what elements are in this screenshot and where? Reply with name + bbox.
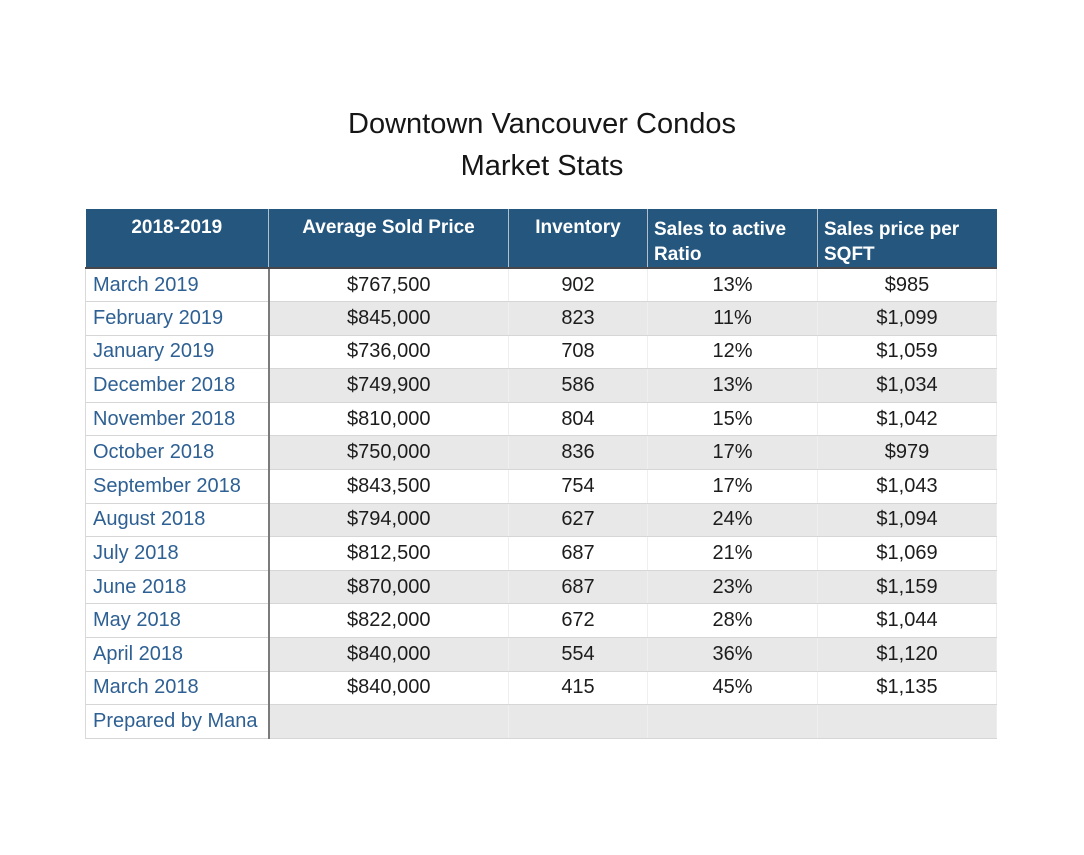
column-header-period: 2018-2019 [85,209,269,269]
prepared-by-cell: Prepared by Mana [85,704,270,739]
period-cell: June 2018 [85,570,270,605]
value-cell: 11% [647,301,818,336]
value-cell: 28% [647,603,818,639]
table-row: May 2018 $822,000 672 28% $1,044 [85,603,997,639]
value-cell: $810,000 [268,402,509,437]
table-row: August 2018 $794,000 627 24% $1,094 [85,503,997,538]
value-cell: 836 [508,435,648,471]
value-cell: $1,099 [817,301,997,336]
value-cell: $767,500 [268,268,509,303]
value-cell: 687 [508,570,648,605]
value-cell: $749,900 [268,368,509,403]
value-cell: $870,000 [268,570,509,605]
value-cell: 23% [647,570,818,605]
value-cell: $822,000 [268,603,509,639]
value-cell: 708 [508,335,648,370]
period-cell: January 2019 [85,335,270,370]
value-cell: $1,044 [817,603,997,639]
table-row: June 2018 $870,000 687 23% $1,159 [85,570,997,605]
table-row: November 2018 $810,000 804 15% $1,042 [85,402,997,437]
value-cell: $750,000 [268,435,509,471]
value-cell: $1,069 [817,536,997,571]
value-cell: $1,135 [817,671,997,706]
value-cell: 45% [647,671,818,706]
value-cell: 36% [647,637,818,672]
value-cell: 754 [508,469,648,504]
period-cell: November 2018 [85,402,270,437]
table-row: July 2018 $812,500 687 21% $1,069 [85,536,997,571]
table-row: February 2019 $845,000 823 11% $1,099 [85,301,997,336]
value-cell: $1,042 [817,402,997,437]
value-cell: $979 [817,435,997,471]
value-cell: 804 [508,402,648,437]
market-stats-table: 2018-2019 Average Sold Price Inventory S… [85,209,997,739]
value-cell: 24% [647,503,818,538]
table-row: January 2019 $736,000 708 12% $1,059 [85,335,997,370]
value-cell: 586 [508,368,648,403]
value-cell: $1,043 [817,469,997,504]
column-header-avg-sold-price: Average Sold Price [268,209,509,269]
value-cell: 21% [647,536,818,571]
period-cell: May 2018 [85,603,270,639]
period-cell: March 2018 [85,671,270,706]
value-cell: $736,000 [268,335,509,370]
value-cell: 17% [647,435,818,471]
value-cell: $1,159 [817,570,997,605]
value-cell: 17% [647,469,818,504]
column-header-sales-to-active-ratio: Sales to active Ratio [647,209,818,269]
value-cell: $843,500 [268,469,509,504]
period-cell: September 2018 [85,469,270,504]
value-cell: 902 [508,268,648,303]
value-cell [508,704,648,739]
value-cell: 687 [508,536,648,571]
value-cell: $812,500 [268,536,509,571]
value-cell: 672 [508,603,648,639]
value-cell [647,704,818,739]
column-header-inventory: Inventory [508,209,648,269]
value-cell: $845,000 [268,301,509,336]
footer-row: Prepared by Mana [85,704,997,739]
title-line-1: Downtown Vancouver Condos [348,108,736,140]
table-row: December 2018 $749,900 586 13% $1,034 [85,368,997,403]
value-cell: 627 [508,503,648,538]
value-cell: 15% [647,402,818,437]
table-row: April 2018 $840,000 554 36% $1,120 [85,637,997,672]
value-cell: $840,000 [268,671,509,706]
value-cell: $1,034 [817,368,997,403]
period-cell: July 2018 [85,536,270,571]
value-cell: 554 [508,637,648,672]
value-cell [268,704,509,739]
table-row: March 2019 $767,500 902 13% $985 [85,268,997,303]
table-row: October 2018 $750,000 836 17% $979 [85,435,997,471]
period-cell: February 2019 [85,301,270,336]
period-cell: December 2018 [85,368,270,403]
title-line-2: Market Stats [460,150,624,182]
column-header-sales-price-per-sqft: Sales price per SQFT [817,209,997,269]
period-cell: October 2018 [85,435,270,471]
period-cell: April 2018 [85,637,270,672]
period-cell: March 2019 [85,268,270,303]
value-cell: $1,120 [817,637,997,672]
value-cell: $1,059 [817,335,997,370]
table-row: March 2018 $840,000 415 45% $1,135 [85,671,997,706]
value-cell: $794,000 [268,503,509,538]
value-cell: $985 [817,268,997,303]
period-cell: August 2018 [85,503,270,538]
table-row: September 2018 $843,500 754 17% $1,043 [85,469,997,504]
value-cell: 823 [508,301,648,336]
value-cell [817,704,997,739]
page-title: Downtown Vancouver Condos Market Stats [0,103,1084,187]
value-cell: $840,000 [268,637,509,672]
value-cell: $1,094 [817,503,997,538]
value-cell: 13% [647,368,818,403]
value-cell: 415 [508,671,648,706]
value-cell: 13% [647,268,818,303]
table-header-row: 2018-2019 Average Sold Price Inventory S… [85,209,997,269]
value-cell: 12% [647,335,818,370]
table-body: March 2019 $767,500 902 13% $985 February 201… [85,268,997,739]
